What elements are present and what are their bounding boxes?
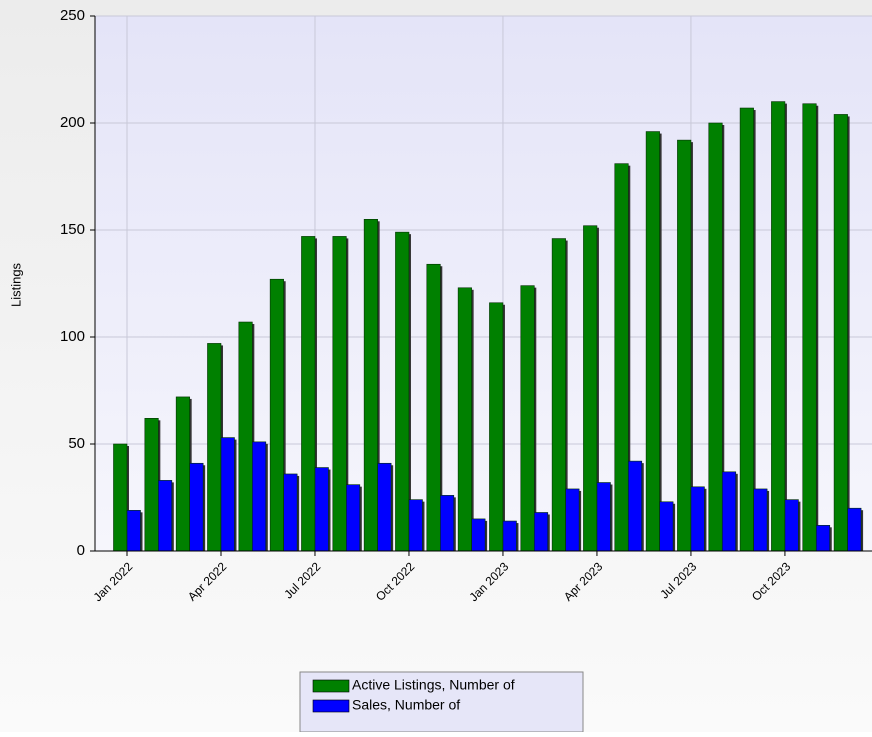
- bar: [771, 101, 786, 552]
- bar: [314, 467, 329, 552]
- bar: [802, 103, 817, 552]
- bar: [502, 520, 517, 552]
- y-tick-label: 0: [77, 542, 85, 559]
- bar: [426, 263, 441, 552]
- bar: [533, 512, 549, 552]
- y-tick-label: 150: [60, 221, 85, 238]
- bar: [269, 278, 284, 552]
- bar: [113, 443, 128, 552]
- y-axis-label: Listings: [8, 262, 23, 307]
- bar: [457, 287, 472, 552]
- bar: [207, 343, 222, 552]
- bar: [346, 484, 361, 552]
- legend-label: Sales, Number of: [352, 697, 460, 713]
- bar: [614, 163, 629, 552]
- bar: [301, 236, 316, 552]
- bar: [583, 225, 598, 552]
- bar: [126, 510, 141, 552]
- y-tick-label: 50: [68, 435, 85, 452]
- bar: [677, 139, 692, 552]
- bar: [175, 396, 190, 552]
- bar: [158, 480, 173, 552]
- bar: [721, 471, 737, 552]
- bar: [815, 525, 831, 552]
- bar: [847, 507, 862, 552]
- bar: [627, 460, 643, 552]
- y-tick-label: 100: [60, 328, 85, 345]
- bar: [489, 302, 504, 552]
- bar: [739, 107, 754, 552]
- legend-swatch: [312, 699, 350, 713]
- bar: [520, 285, 535, 552]
- bar: [708, 122, 723, 552]
- bar: [690, 486, 705, 552]
- y-tick-label: 250: [60, 7, 85, 24]
- bar: [144, 418, 159, 552]
- bar: [363, 219, 378, 552]
- bar: [283, 473, 298, 552]
- bar: [439, 495, 455, 552]
- bar: [596, 482, 611, 552]
- bar: [753, 488, 768, 552]
- bar: [551, 238, 566, 552]
- bar: [408, 499, 423, 552]
- bar: [659, 501, 674, 552]
- bar: [189, 462, 204, 552]
- bar: [377, 462, 392, 552]
- bar: [252, 441, 267, 552]
- bar: [645, 131, 660, 552]
- legend-label: Active Listings, Number of: [352, 677, 515, 693]
- bar: [784, 499, 799, 552]
- legend-swatch: [312, 679, 350, 693]
- y-tick-label: 200: [60, 114, 85, 131]
- bar: [565, 488, 580, 552]
- bar: [332, 236, 347, 552]
- bar: [833, 114, 848, 552]
- bar: [471, 518, 486, 552]
- bar: [220, 437, 235, 552]
- bar: [395, 231, 410, 552]
- bar: [238, 321, 253, 552]
